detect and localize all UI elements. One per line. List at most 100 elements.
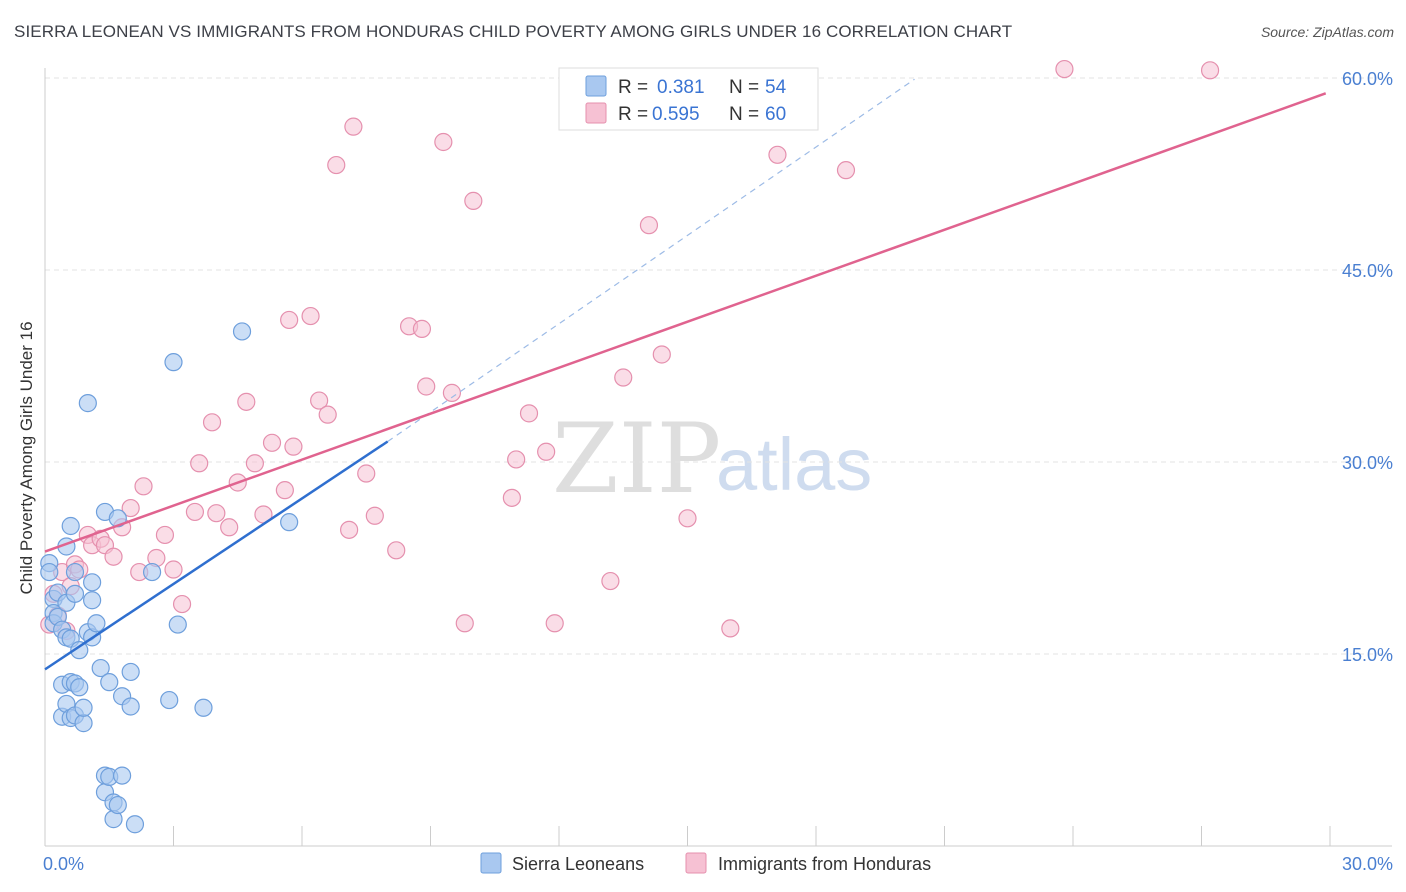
honduras-point [318, 405, 337, 424]
y-tick-label: 60.0% [1342, 69, 1393, 89]
honduras-point [417, 377, 436, 396]
x-tick-label-min: 0.0% [43, 854, 84, 874]
honduras-point [344, 117, 363, 136]
sierra-leonean-point [164, 353, 183, 372]
honduras-point [262, 433, 282, 452]
honduras-point [678, 509, 697, 528]
honduras-point [301, 306, 320, 326]
x-tick-label-max: 30.0% [1342, 854, 1393, 874]
honduras-point [507, 450, 526, 469]
honduras-point [412, 319, 432, 338]
sierra-leonean-points [40, 322, 299, 834]
trend-lines [44, 78, 1327, 671]
legend-swatch-pink [585, 102, 607, 124]
legend-r-value-1: 0.381 [657, 77, 705, 98]
honduras-point [1200, 61, 1220, 80]
honduras-point [172, 594, 192, 614]
sierra-leonean-point [65, 562, 85, 582]
sierra-leonean-point [87, 614, 106, 633]
sierra-leonean-point [74, 714, 93, 733]
sierra-leonean-point [232, 322, 252, 341]
honduras-point [464, 191, 483, 210]
sierra-leonean-point [61, 516, 80, 536]
bottom-legend: Sierra Leoneans Immigrants from Honduras [480, 852, 931, 874]
honduras-point [185, 502, 205, 522]
honduras-points [40, 59, 1220, 641]
honduras-point [202, 413, 222, 432]
y-tick-label: 45.0% [1342, 261, 1393, 281]
sierra-leonean-point [142, 562, 162, 582]
honduras-point [434, 132, 453, 152]
y-tick-label: 15.0% [1342, 645, 1393, 665]
honduras-point [836, 161, 856, 180]
honduras-point [104, 547, 123, 566]
honduras-point [357, 464, 376, 483]
watermark-zip: ZIP [552, 403, 721, 515]
honduras-point [442, 383, 462, 402]
honduras-point [614, 368, 633, 387]
sierra-leonean-point [70, 641, 89, 660]
sierra-leonean-point [194, 698, 213, 717]
honduras-point [721, 619, 740, 638]
legend-swatch-blue [585, 75, 607, 97]
tick-labels: 15.0% 30.0% 45.0% 60.0% 0.0% 30.0% [43, 69, 1393, 874]
sierra-leonean-point [160, 690, 179, 710]
honduras-point [502, 488, 521, 507]
legend-r-label-2: R = [618, 104, 648, 125]
sierra-leonean-point [100, 673, 119, 692]
sierra-leonean-point [121, 662, 140, 682]
sierra-leonean-point [70, 678, 89, 697]
honduras-point [280, 310, 299, 330]
sierra-leonean-point [280, 513, 299, 532]
honduras-point [207, 504, 226, 523]
honduras-point [237, 392, 256, 411]
honduras-trend-line [44, 92, 1327, 553]
sierra-leonean-point [125, 815, 145, 834]
honduras-point [155, 525, 175, 545]
honduras-point [134, 477, 153, 496]
sierra-leonean-point [168, 615, 187, 634]
honduras-point [768, 145, 787, 164]
honduras-point [340, 520, 359, 539]
source-label: Source: ZipAtlas.com [1260, 24, 1394, 40]
honduras-point [164, 560, 183, 579]
legend-n-value-1: 54 [765, 77, 787, 98]
honduras-point [545, 614, 564, 633]
honduras-point [220, 518, 239, 537]
honduras-point [365, 506, 384, 525]
y-axis-title: Child Poverty Among Girls Under 16 [17, 321, 36, 594]
sierra-leonean-point [121, 697, 140, 716]
bottom-legend-swatch-blue [480, 852, 502, 874]
honduras-point [1055, 59, 1074, 79]
honduras-point [519, 404, 539, 423]
honduras-point [601, 571, 620, 591]
gridlines [45, 77, 1392, 655]
sierra-leonean-point [91, 658, 110, 678]
sierra-leonean-trend-extension [387, 78, 915, 443]
honduras-point [327, 155, 346, 175]
honduras-point [245, 454, 264, 473]
honduras-point [284, 437, 303, 456]
honduras-point [455, 614, 474, 633]
legend-n-value-2: 60 [765, 104, 786, 125]
watermark-atlas: atlas [716, 423, 872, 506]
chart-title: SIERRA LEONEAN VS IMMIGRANTS FROM HONDUR… [14, 22, 1013, 41]
honduras-point [639, 216, 659, 235]
sierra-leonean-point [74, 698, 93, 717]
sierra-leonean-point [112, 766, 132, 785]
honduras-point [275, 481, 294, 500]
sierra-leonean-point [83, 591, 102, 610]
sierra-leonean-point [108, 795, 127, 815]
honduras-point [121, 498, 140, 518]
sierra-leonean-point [78, 394, 97, 413]
honduras-point [310, 391, 329, 410]
sierra-leonean-point [83, 573, 102, 592]
honduras-point [537, 442, 556, 461]
bottom-legend-swatch-pink [685, 852, 707, 874]
bottom-legend-label-honduras: Immigrants from Honduras [718, 854, 931, 874]
legend-n-label-2: N = [729, 104, 759, 125]
top-legend: R = 0.381 N = 54 R = 0.595 N = 60 [558, 67, 819, 131]
legend-n-label-1: N = [729, 77, 759, 98]
honduras-point [387, 541, 406, 560]
